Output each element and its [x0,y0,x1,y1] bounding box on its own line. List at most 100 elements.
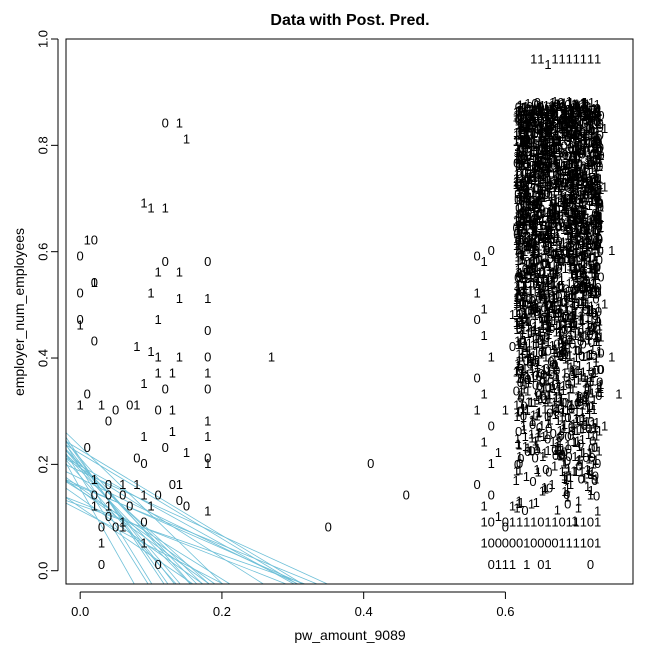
data-point: 1 [531,224,538,239]
data-point: 1 [530,324,537,339]
data-point: 0 [521,207,528,222]
data-point: 0 [119,488,126,503]
data-point: 0 [517,207,524,222]
data-point: 1 [583,272,590,287]
data-point: 1 [591,171,598,186]
data-point: 1 [586,463,593,478]
data-point: 1 [572,134,579,149]
data-point: 0 [544,147,551,162]
data-point: 1 [608,349,615,364]
data-point: 1 [524,187,531,202]
data-point: 0 [516,171,523,186]
data-point: 0 [566,104,573,119]
data-point: 0 [583,387,590,402]
data-point: 0 [513,156,520,171]
data-point: 1 [528,107,535,122]
data-point: 1 [551,212,558,227]
data-point: 1 [558,190,565,205]
data-point: 1 [533,345,540,360]
data-point: 1 [523,135,530,150]
data-point: 0 [530,236,537,251]
x-tick-label: 0.0 [71,604,89,619]
data-point: 1 [546,387,553,402]
data-point: 1 [588,243,595,258]
data-point: 0 [593,209,600,224]
data-point: 1 [573,140,580,155]
data-point: 0 [534,122,541,137]
data-point: 1 [584,113,591,128]
data-point: 1 [582,97,589,112]
data-point: 1 [579,432,586,447]
data-point: 1 [539,257,546,272]
data-point: 1 [531,116,538,131]
data-point: 1 [593,268,600,283]
data-point: 1 [509,307,516,322]
data-point: 0 [575,192,582,207]
data-point: 1 [563,125,570,140]
data-point: 0 [569,318,576,333]
data-point: 1 [516,242,523,257]
data-point: 1 [586,105,593,120]
data-point: 1 [520,278,527,293]
data-point: 0 [516,206,523,221]
data-point: 1 [543,98,550,113]
data-point: 1 [585,427,592,442]
data-point: 0 [597,117,604,132]
data-point: 1 [560,158,567,173]
data-point: 0 [473,248,480,263]
data-point: 1 [559,126,566,141]
data-point: 1 [563,179,570,194]
data-point: 0 [561,347,568,362]
data-point: 1 [588,125,595,140]
data-point: 1 [579,271,586,286]
data-point: 1 [586,400,593,415]
data-point: 0 [520,116,527,131]
data-point: 1 [592,287,599,302]
data-point: 1 [580,135,587,150]
data-point: 1 [539,321,546,336]
data-point: 1 [547,117,554,132]
data-point: 1 [580,222,587,237]
data-point: 0 [515,291,522,306]
data-point: 0 [531,96,538,111]
data-point: 0 [562,147,569,162]
data-point: 0 [578,348,585,363]
data-point: 1 [531,264,538,279]
data-point: 1 [524,115,531,130]
data-point: 0 [570,110,577,125]
data-point: 0 [594,331,601,346]
data-point: 0 [557,348,564,363]
data-point: 1 [528,263,535,278]
data-point: 1 [573,163,580,178]
data-point: 0 [516,153,523,168]
data-point: 0 [542,205,549,220]
data-point: 1 [514,289,521,304]
data-point: 1 [527,147,534,162]
data-point: 0 [564,453,571,468]
data-point: 0 [592,142,599,157]
data-point: 0 [577,278,584,293]
data-point: 1 [538,318,545,333]
data-point: 1 [584,228,591,243]
posterior-line [65,441,192,585]
data-point: 1 [564,169,571,184]
data-point: 1 [520,144,527,159]
data-point: 0 [551,536,558,551]
data-point: 1 [520,127,527,142]
data-point: 1 [573,232,580,247]
data-point: 0 [582,187,589,202]
data-point: 0 [573,279,580,294]
data-point: 1 [552,168,559,183]
data-point: 1 [553,158,560,173]
data-point: 1 [580,95,587,110]
data-point: 0 [584,246,591,261]
data-point: 1 [593,116,600,131]
data-point: 1 [513,278,520,293]
data-point: 1 [576,452,583,467]
data-point: 1 [553,318,560,333]
data-point: 1 [560,402,567,417]
data-point: 1 [544,388,551,403]
data-point: 1 [589,417,596,432]
data-point: 1 [543,125,550,140]
data-point: 0 [562,309,569,324]
